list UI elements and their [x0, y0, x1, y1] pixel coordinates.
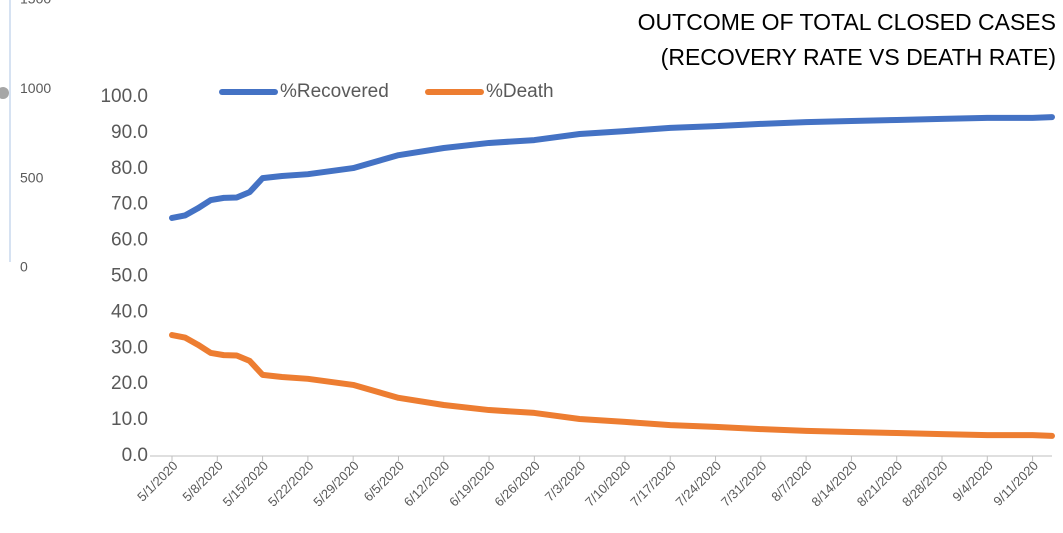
x-tick-label: 7/24/2020	[673, 458, 725, 510]
x-tick-label: 6/5/2020	[361, 458, 407, 504]
legend-label: %Recovered	[280, 81, 389, 102]
chart-title: (RECOVERY RATE VS DEATH RATE)	[661, 44, 1056, 70]
y-tick-label: 10.0	[111, 409, 148, 430]
y-tick-label: 40.0	[111, 301, 148, 322]
y-tick-label: 100.0	[100, 86, 148, 107]
x-tick-label: 7/3/2020	[542, 458, 588, 504]
x-tick-label: 6/12/2020	[401, 458, 453, 510]
x-tick-label: 9/4/2020	[949, 458, 995, 504]
x-tick-label: 8/28/2020	[899, 458, 951, 510]
x-tick-label: 8/7/2020	[768, 458, 814, 504]
y-tick-label: 50.0	[111, 266, 148, 287]
y-tick-label: 70.0	[111, 194, 148, 215]
y-tick-label: 0	[20, 259, 28, 275]
x-tick-label: 7/31/2020	[718, 458, 770, 510]
y-tick-label: 20.0	[111, 373, 148, 394]
fragment-handle	[0, 87, 9, 99]
x-tick-label: 5/15/2020	[220, 458, 272, 510]
x-tick-label: 9/11/2020	[990, 458, 1041, 509]
series-line	[169, 332, 1055, 439]
x-tick-label: 8/14/2020	[808, 458, 860, 510]
y-tick-label: 80.0	[111, 158, 148, 179]
y-tick-label: 1000	[20, 80, 51, 96]
y-tick-label: 30.0	[111, 337, 148, 358]
x-tick-label: 7/17/2020	[627, 458, 679, 510]
x-tick-label: 8/21/2020	[854, 458, 906, 510]
series-line	[169, 114, 1055, 221]
legend-label: %Death	[486, 81, 554, 102]
y-tick-label: 60.0	[111, 230, 148, 251]
x-tick-label: 6/26/2020	[491, 458, 543, 510]
x-tick-label: 6/19/2020	[446, 458, 498, 510]
x-tick-label: 5/8/2020	[179, 458, 225, 504]
y-tick-label: 0.0	[122, 445, 148, 466]
x-tick-label: 7/10/2020	[582, 458, 634, 510]
chart-title: OUTCOME OF TOTAL CLOSED CASES	[638, 9, 1056, 35]
y-tick-label: 1500	[20, 0, 51, 7]
y-tick-label: 500	[20, 169, 44, 185]
y-tick-label: 90.0	[111, 122, 148, 143]
x-tick-label: 5/29/2020	[310, 458, 362, 510]
x-tick-label: 5/22/2020	[265, 458, 317, 510]
